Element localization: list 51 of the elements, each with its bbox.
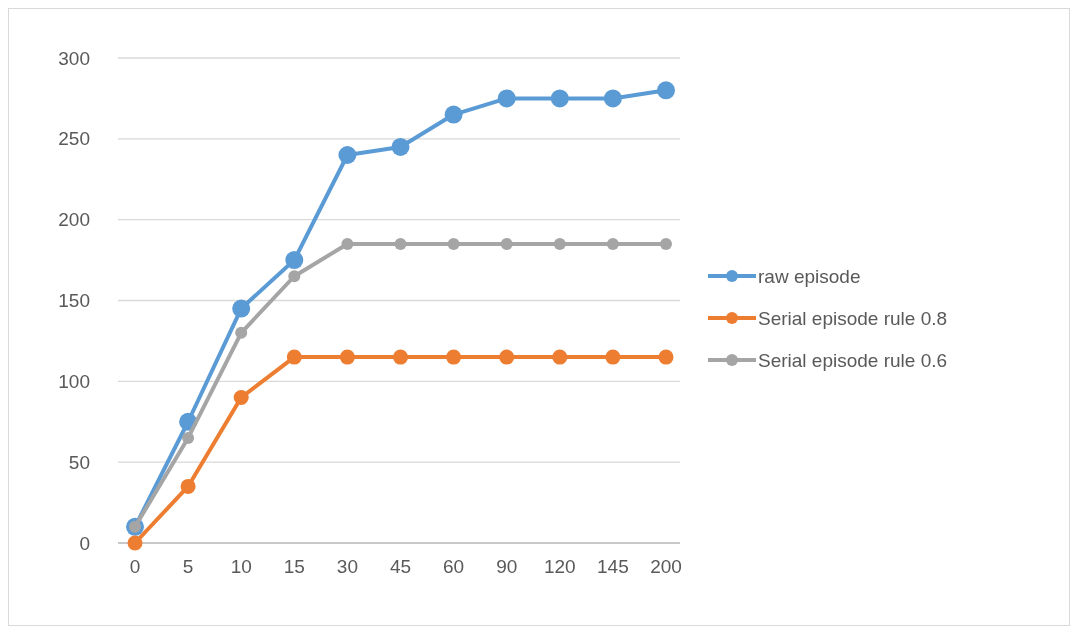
point xyxy=(235,326,248,339)
legend-label: raw episode xyxy=(758,265,861,287)
point xyxy=(497,89,516,108)
x-tick-label: 30 xyxy=(336,556,358,577)
x-tick-label: 5 xyxy=(182,556,194,577)
point xyxy=(394,237,407,250)
point xyxy=(288,270,301,283)
y-tick-label: 250 xyxy=(58,128,90,150)
legend-label: Serial episode rule 0.6 xyxy=(758,349,948,371)
legend-label: Serial episode rule 0.8 xyxy=(758,307,948,329)
point xyxy=(499,349,515,365)
y-tick-label: 150 xyxy=(58,290,90,312)
point xyxy=(393,349,408,365)
point xyxy=(338,146,357,164)
point xyxy=(447,237,460,250)
point xyxy=(550,89,569,108)
point xyxy=(552,349,568,365)
x-tick-label: 45 xyxy=(389,556,412,577)
point xyxy=(660,237,672,250)
point xyxy=(232,299,251,318)
y-tick-label: 50 xyxy=(68,451,90,473)
point xyxy=(339,349,355,365)
x-tick-label: 120 xyxy=(543,556,576,577)
x-tick-label: 200 xyxy=(650,556,682,577)
x-tick-label: 60 xyxy=(443,556,465,577)
x-tick-label: 145 xyxy=(597,556,629,577)
y-tick-label: 300 xyxy=(58,47,90,69)
x-tick-label: 0 xyxy=(129,556,141,577)
point xyxy=(446,349,462,365)
x-tick-label: 15 xyxy=(283,556,305,577)
point xyxy=(180,478,196,494)
point xyxy=(391,137,410,156)
point xyxy=(606,237,619,250)
point xyxy=(127,535,143,551)
y-tick-label: 100 xyxy=(58,370,90,392)
point xyxy=(605,349,621,365)
point xyxy=(233,390,249,405)
point xyxy=(182,431,195,444)
point xyxy=(657,81,675,100)
point xyxy=(285,251,304,270)
point xyxy=(553,237,566,250)
y-tick-label: 200 xyxy=(58,209,90,231)
x-tick-label: 90 xyxy=(496,556,518,577)
point xyxy=(603,89,622,108)
point xyxy=(341,237,354,250)
point xyxy=(444,105,463,124)
y-tick-label: 0 xyxy=(79,532,90,554)
point xyxy=(286,349,302,365)
x-tick-label: 10 xyxy=(230,556,252,577)
point xyxy=(658,349,674,365)
point xyxy=(500,237,513,250)
